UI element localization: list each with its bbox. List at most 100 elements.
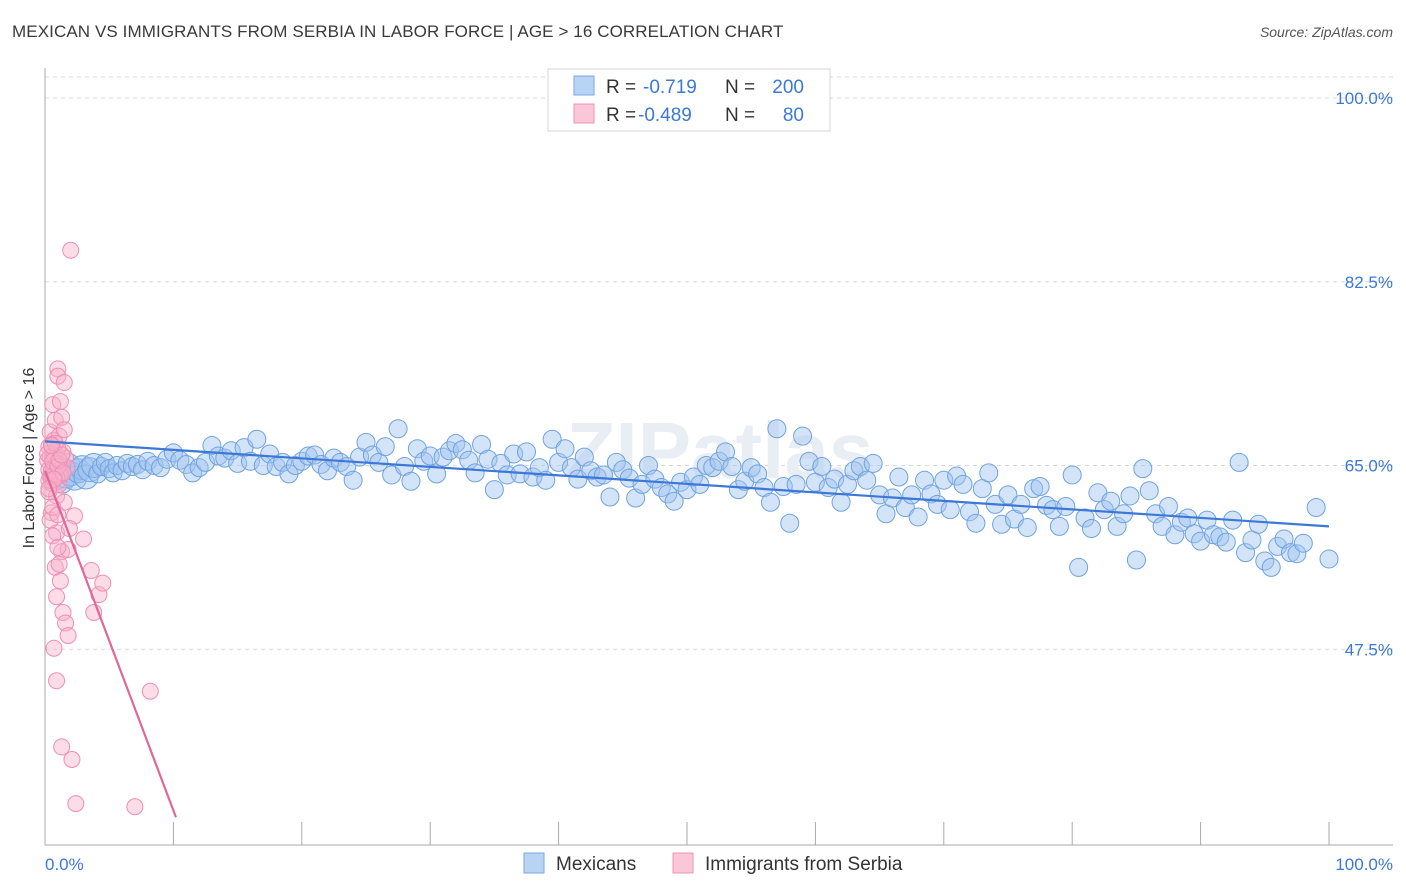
- legend-r-value-2: -0.489: [638, 105, 692, 126]
- mexicans-point: [1081, 519, 1101, 538]
- mexicans-point: [831, 492, 851, 512]
- mexicans-point: [388, 419, 408, 439]
- y-tick-label: 100.0%: [1335, 89, 1393, 108]
- mexicans-point: [953, 474, 973, 494]
- mexicans-point: [1030, 477, 1050, 496]
- mexicans-point: [1210, 527, 1230, 547]
- x-tick-label: 100.0%: [1335, 855, 1393, 874]
- legend-frame: [547, 68, 831, 132]
- mexicans-point: [902, 485, 922, 505]
- mexicans-point: [221, 441, 241, 461]
- series-serbia: [39, 241, 159, 816]
- serbia-point: [53, 408, 71, 426]
- serbia-point: [49, 360, 67, 378]
- bottom-legend-label-serbia: Immigrants from Serbia: [705, 854, 903, 875]
- serbia-point: [66, 507, 84, 525]
- mexicans-point: [709, 451, 729, 471]
- serbia-point: [67, 795, 85, 813]
- serbia-point: [126, 798, 144, 816]
- mexicans-point: [356, 432, 376, 452]
- legend-r-label-1: R =: [606, 77, 636, 98]
- mexicans-point: [1056, 496, 1076, 516]
- mexicans-trend-line: [44, 440, 1330, 528]
- serbia-point: [54, 604, 72, 621]
- serbia-point: [42, 504, 60, 522]
- mexicans-point: [1165, 525, 1185, 545]
- mexicans-point: [921, 484, 941, 504]
- mexicans-point: [1011, 494, 1031, 514]
- mexicans-point: [1049, 516, 1069, 536]
- mexicans-point: [889, 467, 909, 487]
- mexicans-point: [799, 451, 819, 471]
- serbia-point: [94, 574, 112, 592]
- serbia-point: [51, 392, 69, 410]
- bottom-legend: Mexicans Immigrants from Serbia: [523, 852, 903, 875]
- serbia-point: [53, 738, 71, 756]
- mexicans-point: [825, 469, 845, 489]
- mexicans-point: [401, 471, 421, 491]
- legend-n-label-1: N =: [725, 77, 755, 98]
- mexicans-point: [812, 457, 832, 477]
- legend-swatch-mexicans: [573, 75, 595, 96]
- mexicans-point: [857, 470, 877, 490]
- mexicans-point: [786, 474, 806, 494]
- serbia-point: [54, 464, 72, 482]
- mexicans-point: [1319, 549, 1339, 569]
- serbia-point: [59, 627, 77, 645]
- trend-lines: [43, 440, 1330, 818]
- chart-title: MEXICAN VS IMMIGRANTS FROM SERBIA IN LAB…: [12, 22, 784, 41]
- mexicans-point: [1236, 543, 1256, 563]
- mexicans-point: [1139, 481, 1159, 501]
- mexicans-point: [1133, 459, 1153, 479]
- serbia-point: [75, 530, 93, 548]
- mexicans-point: [998, 485, 1018, 505]
- mexicans-point: [767, 419, 787, 439]
- mexicans-point: [1229, 452, 1249, 472]
- mexicans-point: [529, 458, 549, 478]
- mexicans-point: [908, 507, 928, 527]
- grid-layer: [45, 76, 1393, 650]
- legend-box: R = -0.719 N = 200 R = -0.489 N = 80: [547, 68, 831, 132]
- mexicans-point: [427, 464, 447, 484]
- mexicans-point: [375, 437, 395, 457]
- bottom-legend-label-mexicans: Mexicans: [556, 854, 636, 875]
- legend-n-value-2: 80: [783, 105, 804, 126]
- mexicans-point: [542, 429, 562, 449]
- axes-layer: 47.5% 65.0% 82.5% 100.0% 0.0% 100.0%: [44, 68, 1393, 874]
- mexicans-point: [1062, 465, 1082, 485]
- serbia-trend-line: [43, 470, 177, 818]
- mexicans-point: [478, 449, 498, 469]
- y-tick-label: 82.5%: [1345, 273, 1393, 292]
- serbia-point: [50, 555, 68, 573]
- series-mexicans: [42, 419, 1339, 577]
- mexicans-point: [517, 442, 536, 462]
- serbia-point: [141, 682, 159, 700]
- serbia-point: [45, 639, 63, 657]
- mexicans-point: [1107, 516, 1127, 536]
- mexicans-point: [1280, 543, 1300, 563]
- mexicans-point: [202, 436, 222, 456]
- mexicans-point: [1216, 532, 1236, 552]
- mexicans-point: [664, 491, 684, 511]
- mexicans-point: [1261, 557, 1281, 577]
- legend-n-value-1: 200: [772, 77, 804, 98]
- mexicans-point: [1069, 557, 1089, 577]
- mexicans-point: [1306, 498, 1326, 517]
- mexicans-point: [966, 513, 986, 533]
- mexicans-point: [1184, 524, 1204, 544]
- serbia-point: [55, 421, 73, 439]
- serbia-point: [48, 672, 66, 690]
- mexicans-point: [189, 458, 209, 478]
- mexicans-point: [452, 440, 472, 460]
- legend-r-value-1: -0.719: [643, 77, 697, 98]
- serbia-point: [51, 572, 69, 590]
- mexicans-point: [940, 500, 960, 520]
- legend-r-label-2: R =: [606, 105, 636, 126]
- mexicans-point: [793, 426, 813, 446]
- mexicans-point: [1248, 514, 1268, 534]
- mexicans-point: [555, 439, 575, 459]
- y-axis-label: In Labor Force | Age > 16: [21, 368, 38, 549]
- mexicans-point: [1159, 496, 1178, 516]
- mexicans-point: [1101, 491, 1121, 511]
- mexicans-point: [247, 429, 267, 449]
